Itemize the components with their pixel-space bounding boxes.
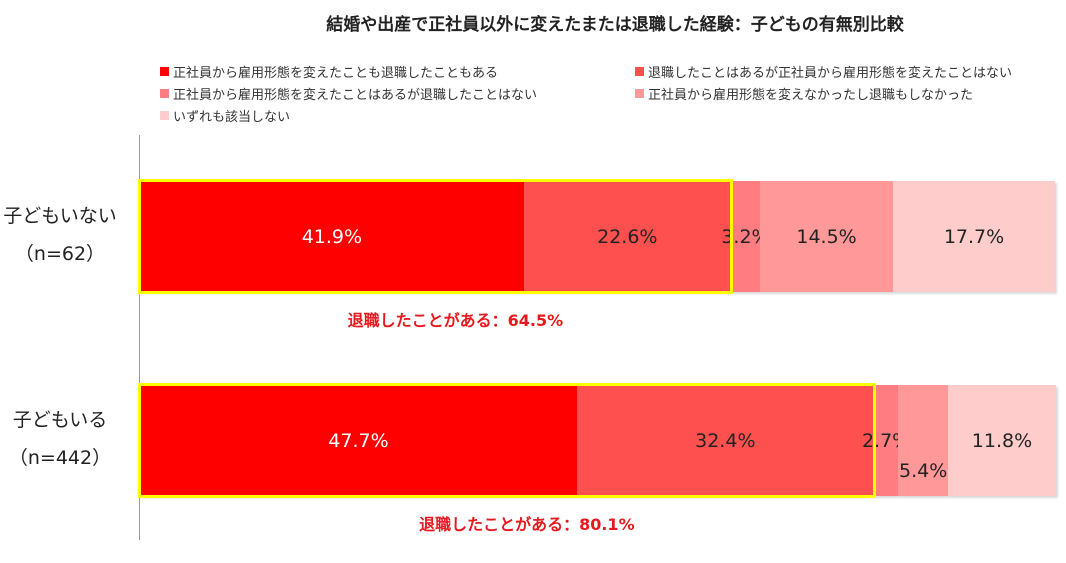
bar-segment [140, 181, 524, 292]
legend-label: いずれも該当しない [173, 110, 291, 125]
bar-segment [873, 385, 899, 496]
data-label: 32.4% [695, 429, 756, 452]
bar-segment [947, 385, 1056, 496]
legend-swatch [160, 111, 169, 120]
legend-item: 退職したことはあるが正社員から雇用形態を変えたことはない [635, 62, 1012, 81]
data-label: 41.9% [301, 225, 363, 248]
chart-title: 結婚や出産で正社員以外に変えたまたは退職した経験：子どもの有無別比較 [326, 15, 904, 35]
legend-swatch [160, 89, 169, 98]
annotation: 退職したことがある：80.1% [419, 515, 635, 534]
legend-label: 正社員から雇用形態を変えたことも退職したこともある [173, 66, 499, 81]
category-label: （n=442） [8, 447, 112, 469]
data-label: 47.7% [328, 429, 389, 452]
data-label: 11.8% [971, 429, 1033, 452]
legend-label: 正社員から雇用形態を変えなかったし退職もしなかった [648, 88, 974, 103]
data-label: 5.4% [899, 459, 948, 482]
data-label: 14.5% [796, 225, 857, 248]
legend-swatch [160, 67, 169, 76]
highlight-box [138, 383, 876, 498]
legend-item: 正社員から雇用形態を変えたことはあるが退職したことはない [160, 84, 537, 103]
legend-swatch [635, 67, 644, 76]
annotation: 退職したことがある：64.5% [347, 311, 564, 330]
legend-swatch [635, 89, 644, 98]
bar-segment [523, 181, 731, 292]
legend-item: 正社員から雇用形態を変えなかったし退職もしなかった [635, 84, 973, 103]
bar-segment [760, 181, 893, 292]
legend-item: いずれも該当しない [160, 106, 290, 125]
category-label: 子どもいる [12, 409, 108, 431]
bar-segment [140, 385, 577, 496]
data-label: 22.6% [597, 225, 658, 248]
category-axis-line [139, 135, 140, 540]
bar-segment [892, 181, 1056, 292]
category-label: 子どもいない [3, 205, 117, 227]
legend-label: 退職したことはあるが正社員から雇用形態を変えたことはない [648, 66, 1013, 81]
data-label: 3.2% [721, 225, 770, 248]
legend-label: 正社員から雇用形態を変えたことはあるが退職したことはない [173, 88, 538, 103]
bar-segment [576, 385, 874, 496]
category-label: （n=62） [14, 243, 106, 265]
highlight-box [138, 179, 733, 294]
legend-item: 正社員から雇用形態を変えたことも退職したこともある [160, 62, 498, 81]
data-label: 17.7% [943, 225, 1005, 248]
bar-segment [898, 385, 948, 496]
bar-segment [730, 181, 761, 292]
